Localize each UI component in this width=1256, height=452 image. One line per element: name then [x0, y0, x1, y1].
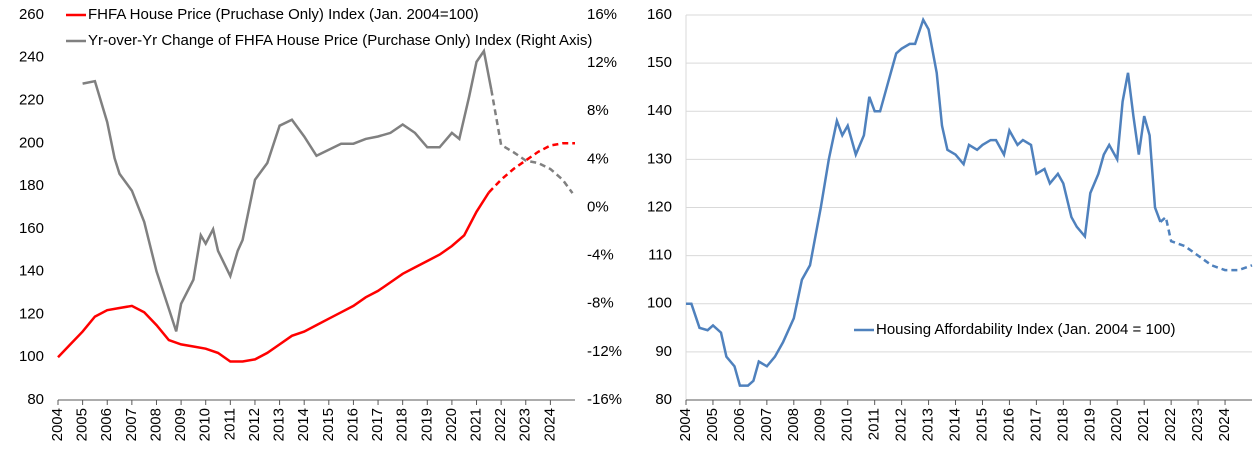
legend-label: FHFA House Price (Pruchase Only) Index (…	[88, 6, 479, 23]
x-tick-label: 2019	[418, 408, 435, 441]
x-tick-label: 2022	[1162, 408, 1179, 441]
x-tick-label: 2016	[344, 408, 361, 441]
y-tick-label: 140	[647, 102, 672, 119]
x-tick-label: 2015	[320, 408, 337, 441]
x-tick-label: 2006	[731, 408, 748, 441]
y2-tick-label: 8%	[587, 102, 609, 119]
legend-label: Housing Affordability Index (Jan. 2004 =…	[876, 321, 1176, 338]
x-tick-label: 2011	[221, 408, 238, 440]
y2-tick-label: -16%	[587, 391, 622, 408]
y-tick-label: 80	[655, 391, 672, 408]
x-tick-label: 2007	[123, 408, 140, 441]
series-line-dashed	[1159, 214, 1253, 272]
x-tick-label: 2023	[1189, 408, 1206, 441]
x-tick-label: 2020	[443, 408, 460, 441]
x-tick-label: 2004	[49, 408, 66, 441]
y-tick-label: 200	[19, 134, 44, 151]
x-tick-label: 2010	[197, 408, 214, 441]
x-tick-label: 2013	[920, 408, 937, 441]
x-tick-label: 2005	[704, 408, 721, 441]
x-tick-label: 2015	[973, 408, 990, 441]
y2-tick-label: 0%	[587, 198, 609, 215]
y-tick-label: 100	[647, 295, 672, 312]
x-tick-label: 2018	[394, 408, 411, 441]
y2-tick-label: 16%	[587, 6, 617, 23]
y2-tick-label: -12%	[587, 343, 622, 360]
x-tick-label: 2004	[677, 408, 694, 441]
y-tick-label: 240	[19, 49, 44, 66]
y-tick-label: 140	[19, 263, 44, 280]
y-tick-label: 80	[27, 391, 44, 408]
y-tick-label: 180	[19, 177, 44, 194]
x-tick-label: 2007	[758, 408, 775, 441]
x-tick-label: 2019	[1081, 408, 1098, 441]
x-tick-label: 2020	[1108, 408, 1125, 441]
x-tick-label: 2005	[74, 408, 91, 441]
x-tick-label: 2017	[1027, 408, 1044, 441]
x-tick-label: 2014	[946, 408, 963, 441]
y-tick-label: 90	[655, 343, 672, 360]
y-tick-label: 160	[19, 220, 44, 237]
y-tick-label: 120	[647, 198, 672, 215]
y-tick-label: 220	[19, 92, 44, 109]
x-tick-label: 2024	[1216, 408, 1233, 441]
y-tick-label: 100	[19, 348, 44, 365]
x-tick-label: 2022	[492, 408, 509, 441]
x-tick-label: 2021	[467, 408, 484, 441]
x-tick-label: 2018	[1054, 408, 1071, 441]
y2-tick-label: 12%	[587, 54, 617, 71]
x-tick-label: 2012	[246, 408, 263, 441]
y-tick-label: 160	[647, 6, 672, 23]
x-tick-label: 2008	[147, 408, 164, 441]
y-tick-label: 150	[647, 54, 672, 71]
x-tick-label: 2016	[1000, 408, 1017, 441]
series-line-dashed	[490, 89, 574, 194]
x-tick-label: 2009	[172, 408, 189, 441]
x-tick-label: 2013	[271, 408, 288, 441]
x-tick-label: 2017	[369, 408, 386, 441]
y2-tick-label: -4%	[587, 247, 614, 264]
y2-tick-label: 4%	[587, 150, 609, 167]
series-line	[686, 16, 1162, 387]
y-tick-label: 110	[648, 247, 672, 264]
x-tick-label: 2021	[1135, 408, 1152, 441]
y-tick-label: 130	[647, 150, 672, 167]
y-tick-label: 260	[19, 6, 44, 23]
x-tick-label: 2024	[541, 408, 558, 441]
x-tick-label: 2012	[893, 408, 910, 441]
y-tick-label: 120	[19, 305, 44, 322]
x-tick-label: 2023	[517, 408, 534, 441]
y2-tick-label: -8%	[587, 295, 614, 312]
series-line	[82, 47, 493, 332]
x-tick-label: 2014	[295, 408, 312, 441]
x-tick-label: 2009	[812, 408, 829, 441]
legend-label: Yr-over-Yr Change of FHFA House Price (P…	[88, 32, 592, 49]
x-tick-label: 2008	[785, 408, 802, 441]
x-tick-label: 2010	[839, 408, 856, 441]
x-tick-label: 2011	[866, 408, 883, 440]
series-line	[57, 191, 490, 363]
series-line-dashed	[487, 142, 575, 194]
x-tick-label: 2006	[98, 408, 115, 441]
